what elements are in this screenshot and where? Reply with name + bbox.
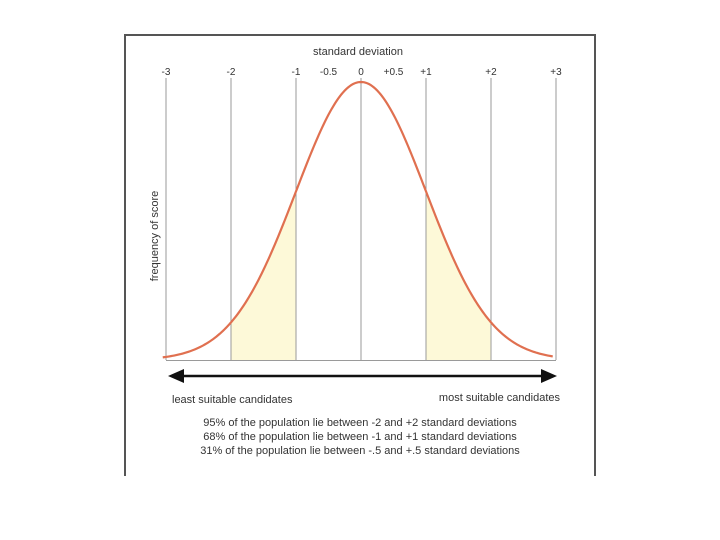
arrow-head-left [168,369,184,383]
suitability-arrow [168,369,557,383]
note-95-percent: 95% of the population lie between -2 and… [203,417,517,429]
normal-curve [162,80,553,359]
note-31-percent: 31% of the population lie between -.5 an… [200,445,520,457]
x-tick-label: 0 [358,67,364,78]
y-axis-label: frequency of score [149,191,161,282]
least-suitable-label: least suitable candidates [172,394,293,406]
curve-layer [162,80,553,359]
x-tick-label: +0.5 [384,67,404,78]
figure-frame [124,34,596,476]
x-tick-label: -1 [292,67,301,78]
most-suitable-label: most suitable candidates [439,392,561,404]
x-tick-labels: -3 -2 -1 -0.5 0 +0.5 +1 +2 +3 [162,67,563,78]
x-tick-label: +1 [420,67,432,78]
chart-title: standard deviation [313,46,403,58]
x-tick-label: +3 [550,67,562,78]
x-tick-label: -3 [162,67,171,78]
vertical-gridlines [165,78,557,361]
x-tick-label: -2 [227,67,236,78]
note-68-percent: 68% of the population lie between -1 and… [203,431,517,443]
x-tick-label: +2 [485,67,497,78]
arrow-head-right [541,369,557,383]
x-tick-label: -0.5 [320,67,338,78]
